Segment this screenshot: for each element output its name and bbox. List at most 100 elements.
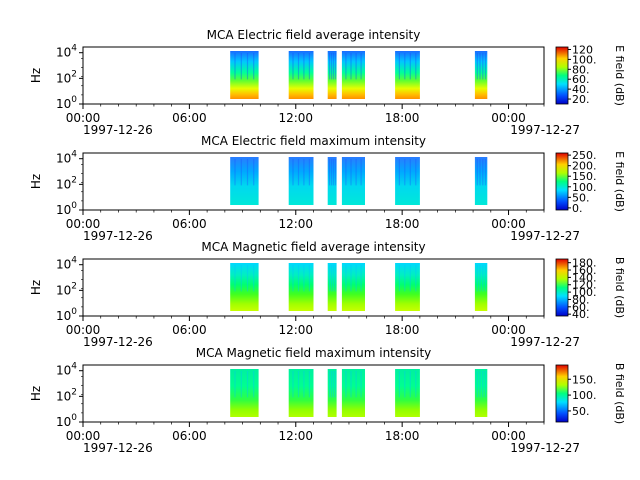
- data-streak: [234, 265, 236, 292]
- data-streak: [409, 159, 411, 186]
- data-streak: [484, 53, 487, 80]
- data-streak: [292, 159, 294, 186]
- data-streak: [297, 371, 300, 398]
- data-streak: [476, 265, 478, 292]
- data-streak: [350, 371, 352, 398]
- panel-title: MCA Electric field maximum intensity: [201, 134, 426, 148]
- data-streak: [303, 159, 305, 186]
- x-tick-label: 12:00: [278, 217, 313, 231]
- data-block: [395, 51, 420, 99]
- y-tick-label: 102: [56, 175, 77, 191]
- x-tick-label: 00:00: [66, 217, 101, 231]
- data-block: [327, 157, 337, 205]
- colorbar-tick-label: 50.: [572, 405, 590, 418]
- colorbar: [555, 152, 569, 211]
- colorbar-tick-label: 50.: [572, 191, 590, 204]
- x-end-date: 1997-12-27: [510, 229, 580, 243]
- data-streak: [334, 159, 337, 186]
- colorbar-tick-label: 40.: [572, 83, 590, 96]
- colorbar: [555, 364, 569, 423]
- data-streak: [484, 159, 487, 186]
- data-streak: [479, 159, 481, 186]
- data-streak: [404, 159, 406, 186]
- data-streak: [482, 265, 484, 292]
- data-streak: [332, 53, 335, 80]
- data-streak: [297, 159, 300, 186]
- data-streak: [292, 265, 294, 292]
- data-block: [341, 369, 365, 417]
- data-streak: [360, 53, 362, 80]
- colorbar-tick-label: 150.: [572, 373, 597, 386]
- x-start-date: 1997-12-26: [83, 335, 153, 349]
- y-tick-label: 100: [56, 413, 77, 429]
- x-tick-label: 06:00: [172, 323, 207, 337]
- data-streak: [297, 265, 300, 292]
- data-block: [288, 51, 314, 99]
- data-block: [395, 157, 420, 205]
- colorbar-tick-label: 250.: [572, 149, 597, 162]
- data-block: [230, 369, 259, 417]
- data-streak: [415, 265, 417, 292]
- data-streak: [404, 265, 406, 292]
- x-end-date: 1997-12-27: [510, 335, 580, 349]
- data-streak: [332, 371, 335, 398]
- y-tick-label: 104: [56, 256, 77, 272]
- x-tick-label: 00:00: [66, 429, 101, 443]
- colorbar: [555, 46, 569, 105]
- data-streak: [303, 265, 305, 292]
- data-streak: [404, 371, 406, 398]
- panel-title: MCA Electric field average intensity: [207, 28, 421, 42]
- data-block: [341, 263, 365, 311]
- colorbar-tick-label: 60.: [572, 73, 590, 86]
- colorbar-tick-label: 100.: [572, 181, 597, 194]
- x-tick-label: 00:00: [66, 111, 101, 125]
- data-streak: [246, 265, 249, 292]
- data-block: [341, 51, 365, 99]
- panel-4: MCA Magnetic field maximum intensity 100 1…: [29, 346, 626, 455]
- data-streak: [409, 265, 411, 292]
- colorbar-label: E field (dB): [613, 45, 626, 106]
- colorbar-tick-label: 60.: [572, 301, 590, 314]
- data-streak: [234, 159, 236, 186]
- data-streak: [334, 371, 337, 398]
- data-streak: [482, 159, 484, 186]
- data-streak: [415, 371, 417, 398]
- data-streak: [303, 371, 305, 398]
- colorbar-tick-label: 80.: [572, 293, 590, 306]
- data-block: [230, 263, 259, 311]
- data-block: [474, 369, 488, 417]
- y-tick-label: 104: [56, 44, 77, 60]
- panel-title: MCA Magnetic field maximum intensity: [196, 346, 432, 360]
- colorbar-label: B field (dB): [613, 257, 626, 318]
- data-streak: [476, 159, 478, 186]
- colorbar: [555, 258, 569, 317]
- data-streak: [240, 371, 242, 398]
- data-streak: [345, 265, 347, 292]
- x-end-date: 1997-12-27: [510, 441, 580, 455]
- panel-2: MCA Electric field maximum intensity 100 1…: [29, 134, 626, 243]
- data-block: [474, 51, 488, 99]
- data-streak: [345, 371, 347, 398]
- colorbar-tick-label: 180.: [572, 257, 597, 270]
- data-streak: [482, 53, 484, 80]
- colorbar-tick-label: 200.: [572, 160, 597, 173]
- data-streak: [253, 53, 255, 80]
- data-streak: [308, 159, 310, 186]
- data-streak: [415, 159, 417, 186]
- x-tick-label: 18:00: [385, 323, 420, 337]
- data-streak: [479, 371, 481, 398]
- colorbar-tick-label: 120: [572, 43, 593, 56]
- data-streak: [398, 371, 400, 398]
- data-streak: [409, 53, 411, 80]
- x-tick-label: 00:00: [66, 323, 101, 337]
- data-streak: [345, 159, 347, 186]
- data-streak: [308, 371, 310, 398]
- data-streak: [350, 53, 352, 80]
- x-tick-label: 00:00: [491, 429, 526, 443]
- data-streak: [360, 371, 362, 398]
- x-start-date: 1997-12-26: [83, 441, 153, 455]
- data-streak: [355, 371, 357, 398]
- data-streak: [332, 265, 335, 292]
- data-streak: [409, 371, 411, 398]
- x-tick-label: 06:00: [172, 111, 207, 125]
